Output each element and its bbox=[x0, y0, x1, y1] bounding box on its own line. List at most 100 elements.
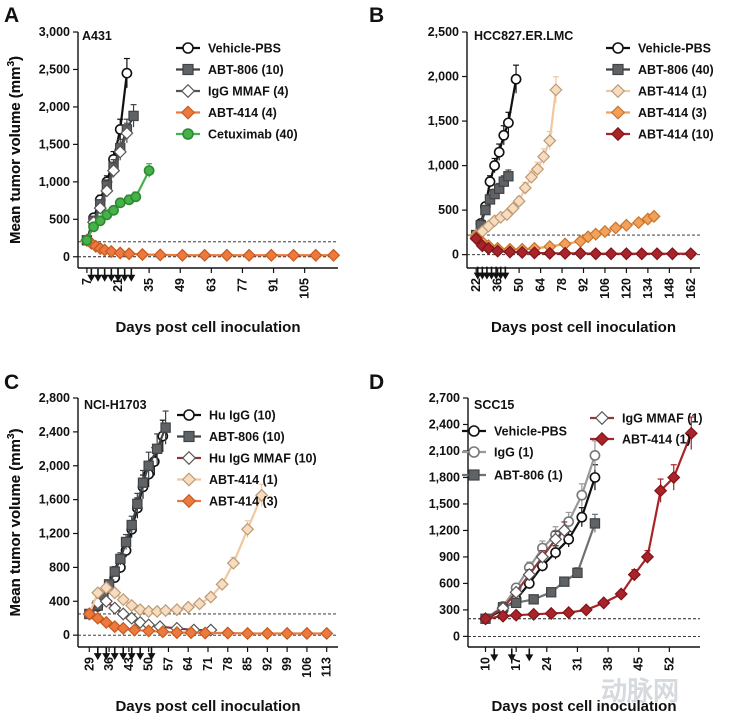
data-point bbox=[545, 587, 557, 598]
legend-label: IgG (1) bbox=[494, 446, 534, 460]
data-point bbox=[320, 626, 334, 641]
data-point bbox=[604, 247, 618, 261]
panel-b: BHCC827.ER.LMC05001,0001,5002,0002,50022… bbox=[6, 4, 714, 336]
cell-line-label: SCC15 bbox=[474, 398, 514, 412]
data-point bbox=[559, 576, 570, 587]
data-point bbox=[99, 615, 113, 630]
legend-swatch bbox=[468, 425, 480, 437]
dosing-arrow bbox=[147, 647, 156, 661]
x-axis-title: Days post cell inoculation bbox=[115, 319, 300, 336]
legend-entry: ABT-414 (1) bbox=[177, 472, 278, 487]
legend-label: ABT-414 (1) bbox=[638, 85, 707, 99]
data-point bbox=[512, 194, 526, 208]
data-point bbox=[143, 460, 154, 471]
legend-swatch bbox=[181, 472, 197, 487]
x-tick-label: 45 bbox=[632, 657, 646, 671]
data-point bbox=[132, 498, 143, 510]
data-point bbox=[535, 550, 550, 564]
x-tick-label: 63 bbox=[204, 278, 218, 292]
data-point bbox=[82, 607, 96, 621]
dosing-arrow bbox=[102, 647, 111, 661]
panel-letter: C bbox=[4, 371, 19, 394]
data-point bbox=[130, 191, 142, 203]
x-tick-label: 78 bbox=[555, 278, 569, 292]
data-point bbox=[255, 488, 269, 502]
data-point bbox=[537, 150, 551, 164]
y-tick-label: 1,000 bbox=[39, 175, 70, 189]
data-point bbox=[509, 585, 523, 599]
data-point bbox=[88, 221, 99, 233]
x-axis-title: Days post cell inoculation bbox=[115, 698, 300, 713]
legend-entry: ABT-414 (1) bbox=[590, 431, 691, 447]
data-point bbox=[502, 117, 514, 129]
x-tick-label: 134 bbox=[641, 278, 655, 299]
x-tick-label: 21 bbox=[111, 278, 125, 292]
dosing-arrow bbox=[525, 648, 534, 662]
dosing-arrow bbox=[114, 268, 122, 282]
y-tick-label: 500 bbox=[49, 212, 70, 226]
data-point bbox=[509, 608, 523, 622]
cell-line-label: HCC827.ER.LMC bbox=[474, 29, 573, 43]
data-point bbox=[109, 566, 120, 577]
legend-entry: Vehicle-PBS bbox=[176, 42, 281, 56]
legend-entry: Vehicle-PBS bbox=[606, 42, 711, 56]
y-tick-label: 2,400 bbox=[39, 425, 70, 439]
data-point bbox=[94, 215, 106, 227]
x-tick-label: 91 bbox=[267, 278, 281, 292]
data-point bbox=[113, 145, 127, 159]
data-point bbox=[99, 581, 113, 595]
data-point bbox=[500, 207, 514, 222]
data-point bbox=[240, 522, 255, 536]
data-point bbox=[684, 247, 698, 261]
x-tick-label: 105 bbox=[298, 278, 312, 299]
data-point bbox=[170, 626, 184, 640]
cell-line-label: A431 bbox=[82, 29, 112, 43]
data-point bbox=[650, 247, 664, 261]
data-point bbox=[515, 245, 529, 260]
data-point bbox=[528, 594, 539, 605]
dosing-arrow bbox=[136, 647, 145, 661]
data-point bbox=[215, 577, 229, 591]
data-point bbox=[549, 83, 563, 97]
dosing-arrow bbox=[94, 268, 102, 282]
data-point bbox=[667, 470, 681, 485]
data-point bbox=[579, 603, 593, 617]
x-tick-label: 120 bbox=[619, 278, 633, 299]
legend-entry: ABT-414 (3) bbox=[177, 493, 278, 509]
data-point bbox=[484, 176, 496, 188]
data-point bbox=[184, 626, 198, 640]
series-3 bbox=[82, 483, 269, 621]
data-point bbox=[563, 533, 575, 545]
data-point bbox=[125, 598, 139, 613]
data-point bbox=[170, 603, 184, 617]
legend-label: Vehicle-PBS bbox=[208, 42, 281, 56]
x-tick-label: 52 bbox=[662, 657, 676, 671]
data-point bbox=[121, 67, 133, 79]
data-point bbox=[548, 532, 563, 546]
data-point bbox=[106, 164, 121, 178]
data-point bbox=[114, 197, 126, 209]
y-tick-label: 1,500 bbox=[39, 137, 70, 151]
dosing-arrow bbox=[501, 266, 510, 280]
data-point bbox=[524, 170, 538, 184]
legend-entry: ABT-806 (40) bbox=[606, 63, 714, 77]
legend-swatch bbox=[182, 42, 194, 54]
panel-c: C NCI-H1703 0 400 800 1,200 1,600 2,000 2,400 2,8… bbox=[4, 371, 338, 713]
data-point bbox=[522, 567, 536, 582]
data-point bbox=[160, 422, 171, 433]
data-point bbox=[122, 247, 136, 261]
y-tick-label: 0 bbox=[63, 628, 70, 642]
x-tick-label: 31 bbox=[570, 657, 584, 671]
data-point bbox=[115, 553, 126, 565]
data-point bbox=[558, 246, 572, 260]
x-tick-label: 71 bbox=[201, 657, 215, 671]
legend-entry: IgG MMAF (1) bbox=[590, 410, 703, 426]
dosing-arrow bbox=[87, 268, 96, 282]
data-point bbox=[93, 201, 107, 215]
y-axis-title: Mean tumor volume (mm3) bbox=[6, 56, 24, 244]
y-tick-label: 2,500 bbox=[39, 62, 70, 76]
data-point bbox=[151, 443, 163, 455]
data-point bbox=[175, 248, 190, 262]
data-point bbox=[572, 567, 583, 579]
legend-swatch bbox=[182, 63, 194, 76]
